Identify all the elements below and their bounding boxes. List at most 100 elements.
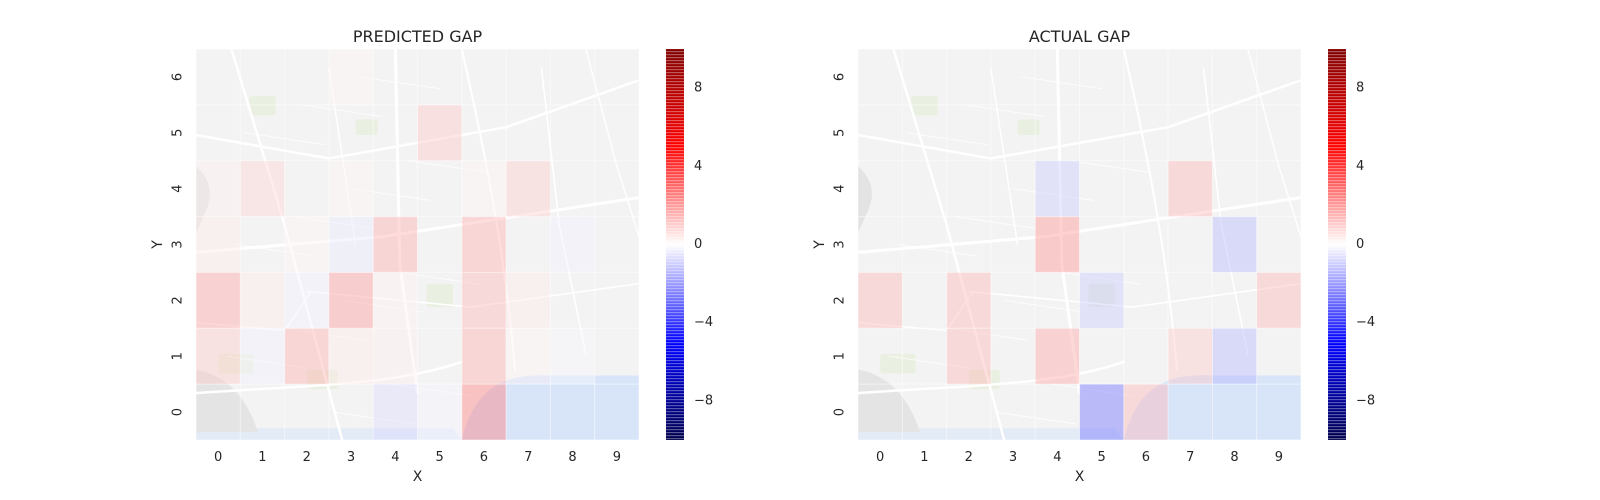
y-tick-label: 4 [833, 185, 848, 193]
colorbar-tick-label: −4 [1356, 315, 1375, 330]
x-tick-label: 9 [1275, 450, 1283, 465]
y-axis-label: Y [150, 240, 166, 250]
map-wash [196, 49, 639, 440]
heatmap-cell [373, 328, 418, 385]
heatmap-cell [946, 272, 991, 329]
heatmap-cell [506, 328, 551, 385]
heatmap-cell [196, 328, 241, 385]
colorbar-tick-label: 8 [694, 81, 702, 96]
y-tick-label: 2 [833, 296, 848, 304]
y-tick-label: 5 [171, 129, 186, 137]
map-road [1202, 67, 1249, 355]
map-street [1070, 160, 1151, 173]
map-street [341, 299, 423, 313]
map-street [897, 244, 979, 257]
y-tick-label: 3 [833, 240, 848, 248]
heatmap-cell [373, 216, 418, 273]
x-tick-label: 0 [876, 450, 884, 465]
colorbar-tick-label: 4 [694, 159, 702, 174]
heatmap-cell [328, 328, 374, 385]
x-tick-label: 7 [1186, 450, 1194, 465]
x-tick-label: 9 [613, 450, 621, 465]
map-road [856, 196, 1303, 254]
map-street [963, 104, 1045, 118]
map-road [990, 67, 1019, 246]
map-park [911, 95, 938, 116]
colorbar-tick-label: −8 [1356, 393, 1375, 408]
y-tick-label: 3 [171, 240, 186, 248]
heatmap-cell [417, 384, 462, 440]
colorbar-tick-label: 0 [1356, 237, 1364, 252]
heatmap-cell [328, 272, 374, 329]
y-tick-label: 1 [833, 352, 848, 360]
heatmap-cell [1212, 216, 1257, 273]
heatmap-cell [284, 328, 329, 385]
x-tick-label: 1 [258, 450, 266, 465]
x-tick-label: 8 [568, 450, 576, 465]
map-road [1055, 47, 1081, 395]
map-street [946, 327, 1027, 341]
heatmap-cell [1035, 328, 1080, 385]
x-tick-label: 4 [391, 450, 399, 465]
heatmap-panel-1: ACTUAL GAP 0 1 2 3 4 5 6 7 8 9 0 1 2 3 4 5 6 X Y −8 −4 0 4 8 [812, 27, 1375, 485]
heatmap-cell [1079, 272, 1124, 329]
x-axis-label: X [1075, 469, 1085, 485]
heatmap-cell [461, 384, 507, 440]
heatmap-cell [1168, 328, 1213, 385]
map-street [235, 244, 317, 257]
heatmap-cell [373, 272, 418, 329]
map-street [1052, 383, 1134, 397]
heatmap-cell [284, 272, 329, 329]
heatmap-cell [1212, 328, 1257, 385]
heatmap-cell [858, 272, 903, 329]
heatmap-cell [1079, 384, 1124, 440]
y-tick-label: 2 [171, 296, 186, 304]
map-road [856, 360, 1126, 395]
map-street [293, 216, 374, 229]
heatmap-cell [946, 328, 991, 385]
x-tick-label: 6 [1142, 450, 1150, 465]
heatmap-panel-0: PREDICTED GAP 0 1 2 3 4 5 6 7 8 9 0 1 2 3 4 5 6 X Y −8 −4 0 4 8 [150, 27, 713, 485]
colorbar-tick-label: 8 [1356, 81, 1364, 96]
heatmap-cell [550, 328, 595, 385]
x-tick-label: 4 [1053, 450, 1061, 465]
map-road [194, 360, 464, 395]
map-street [301, 104, 383, 118]
x-axis-label: X [413, 469, 423, 485]
y-tick-label: 0 [833, 408, 848, 416]
map-street [1061, 271, 1142, 285]
map-park [249, 95, 276, 116]
heatmap-cell [1256, 272, 1301, 329]
colorbar-tick-label: −4 [694, 315, 713, 330]
colorbar-tick-label: 0 [694, 237, 702, 252]
map-road [328, 67, 357, 246]
colorbar-texture [1328, 49, 1346, 440]
x-tick-label: 2 [303, 450, 311, 465]
x-tick-label: 0 [214, 450, 222, 465]
x-tick-label: 8 [1230, 450, 1238, 465]
x-tick-label: 1 [920, 450, 928, 465]
x-tick-label: 7 [524, 450, 532, 465]
heatmap-cell [196, 216, 241, 273]
heatmap-cell [550, 216, 595, 273]
map-wash [858, 49, 1301, 440]
heatmap-cell [284, 216, 329, 273]
chart-title: PREDICTED GAP [353, 27, 483, 46]
chart-title: ACTUAL GAP [1029, 27, 1131, 46]
map-street [955, 216, 1036, 229]
x-tick-label: 3 [347, 450, 355, 465]
heatmap-cell [1035, 216, 1080, 273]
heatmap-cell [1168, 160, 1213, 217]
map-park [1017, 119, 1040, 136]
x-tick-label: 5 [436, 450, 444, 465]
heatmap-cell [328, 216, 374, 273]
map-park [355, 119, 378, 136]
map-street [399, 271, 480, 285]
map-road [1247, 48, 1302, 238]
y-tick-label: 5 [833, 129, 848, 137]
map-street [408, 160, 489, 173]
x-tick-label: 3 [1009, 450, 1017, 465]
y-tick-label: 4 [171, 185, 186, 193]
map-road [540, 67, 587, 355]
